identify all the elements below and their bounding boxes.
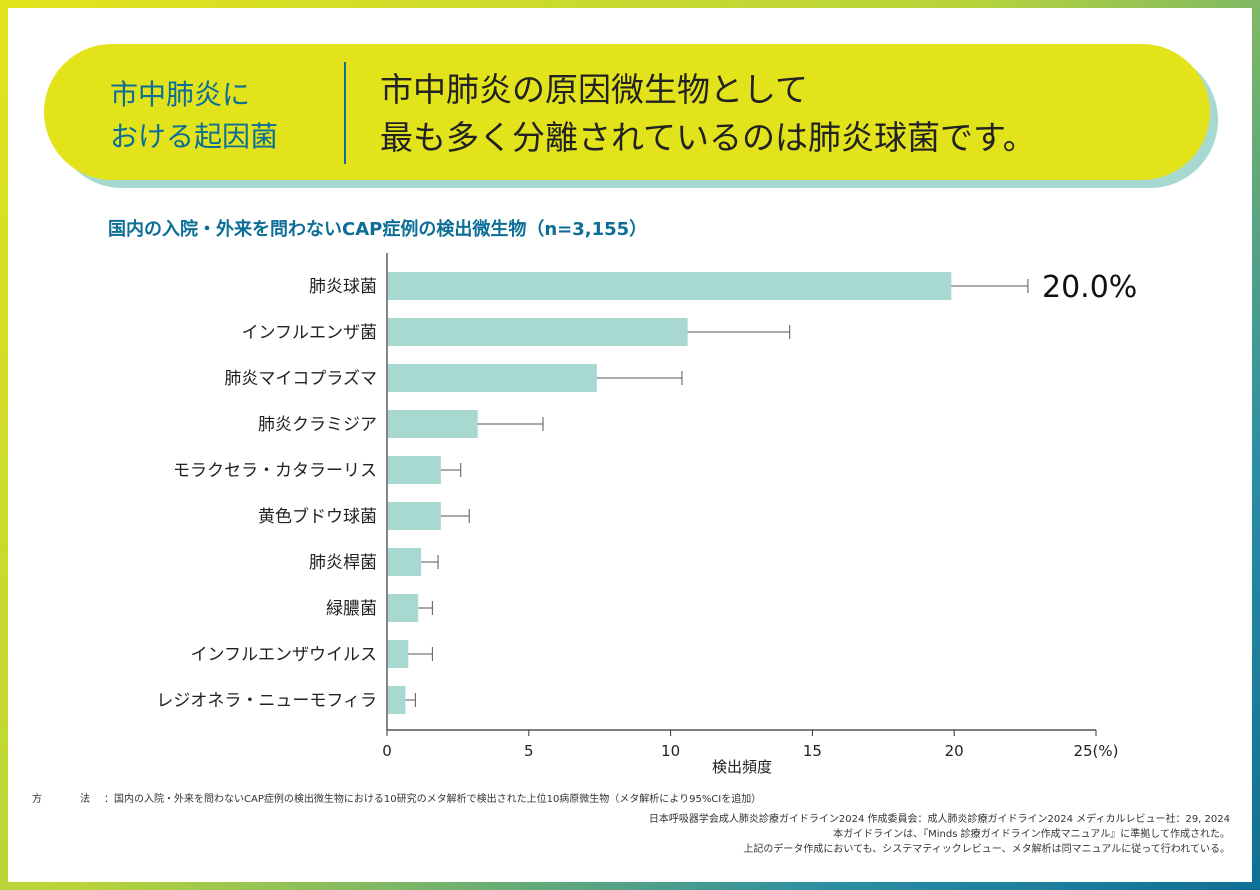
bar	[388, 318, 688, 346]
bar	[388, 502, 441, 530]
category-label: 肺炎桿菌	[309, 553, 377, 573]
x-tick-label: 10	[661, 742, 680, 760]
bar	[388, 272, 952, 300]
category-label: インフルエンザウイルス	[191, 645, 378, 665]
x-tick-label: 15	[803, 742, 822, 760]
category-label: 黄色ブドウ球菌	[258, 506, 377, 527]
banner-headline: 市中肺炎の原因微生物として 最も多く分離されているのは肺炎球菌です。	[380, 66, 1180, 162]
x-tick-label: 25(%)	[1073, 742, 1118, 760]
x-axis-label: 検出頻度	[712, 758, 772, 776]
bar	[388, 410, 478, 438]
headline-banner: 市中肺炎に おける起因菌 市中肺炎の原因微生物として 最も多く分離されているのは…	[44, 44, 1210, 180]
banner-headline-line-1: 市中肺炎の原因微生物として	[380, 70, 809, 109]
footnote-source-line-3: 上記のデータ作成においても、システマティックレビュー、メタ解析は同マニュアルに従…	[743, 844, 1230, 855]
x-tick-label: 20	[945, 742, 964, 760]
banner-topic: 市中肺炎に おける起因菌	[110, 74, 330, 158]
bar	[388, 686, 406, 714]
category-label: モラクセラ・カタラーリス	[173, 461, 377, 481]
banner-topic-line-2: おける起因菌	[110, 120, 279, 153]
footnote-source-line-2: 本ガイドラインは、『Minds 診療ガイドライン作成マニュアル』に準拠して作成さ…	[833, 829, 1230, 840]
footnote-method-text: ：国内の入院・外来を問わないCAP症例の検出微生物における10研究のメタ解析で検…	[104, 794, 762, 805]
category-label: 肺炎マイコプラズマ	[224, 369, 377, 389]
category-label: 緑膿菌	[326, 599, 377, 619]
footnote-label-1: 方	[32, 794, 42, 805]
category-label: インフルエンザ菌	[242, 323, 378, 343]
footnote-source: 日本呼吸器学会成人肺炎診療ガイドライン2024 作成委員会：成人肺炎診療ガイドラ…	[649, 812, 1230, 857]
category-label: レジオネラ・ニューモフィラ	[156, 691, 377, 711]
bar	[388, 456, 441, 484]
x-tick-label: 5	[524, 742, 534, 760]
bar	[388, 640, 409, 668]
bar	[388, 364, 597, 392]
data-label: 20.0%	[1042, 270, 1137, 305]
bar	[388, 548, 422, 576]
category-label: 肺炎クラミジア	[258, 415, 377, 435]
banner-topic-line-1: 市中肺炎に	[110, 78, 251, 111]
x-tick-label: 0	[382, 742, 392, 760]
bar	[388, 594, 419, 622]
category-label: 肺炎球菌	[309, 277, 377, 297]
footnote-label-2: 法	[80, 794, 90, 805]
footnote-source-line-1: 日本呼吸器学会成人肺炎診療ガイドライン2024 作成委員会：成人肺炎診療ガイドラ…	[648, 814, 1230, 825]
banner-divider	[344, 62, 346, 164]
banner-headline-line-2: 最も多く分離されているのは肺炎球菌です。	[380, 118, 1036, 157]
chart-title: 国内の入院・外来を問わないCAP症例の検出微生物（n=3,155）	[108, 219, 648, 240]
